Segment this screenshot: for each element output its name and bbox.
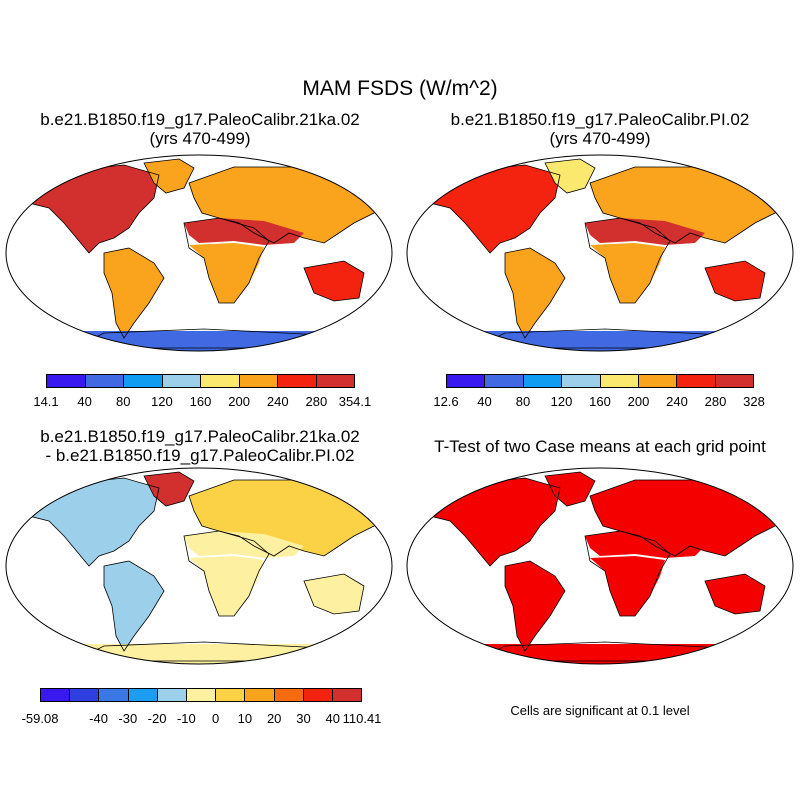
region-antarctica: [405, 331, 795, 353]
panel-1-title-line2: (yrs 470-499): [0, 129, 400, 148]
colorbar-tick-label: 200: [628, 394, 650, 409]
colorbar-swatch: [275, 689, 304, 701]
colorbar-tick-label: 40: [77, 394, 91, 409]
colorbar-tick-label: 80: [516, 394, 530, 409]
colorbar-tick-label: 160: [190, 394, 212, 409]
colorbar-tick-label: -20: [148, 711, 167, 726]
colorbar-swatch: [124, 375, 163, 387]
panel-3-title-line2: - b.e21.B1850.f19_g17.PaleoCalibr.PI.02: [0, 446, 400, 465]
region-antarctica: [4, 644, 394, 666]
colorbar-tick-label: 40: [325, 711, 339, 726]
colorbar-tick-label: 40: [477, 394, 491, 409]
colorbar-tick-label: 120: [551, 394, 573, 409]
colorbar-tick-label: 20: [267, 711, 281, 726]
colorbar-21ka: [46, 374, 355, 388]
colorbar-pi: [446, 374, 754, 388]
colorbar-swatch: [333, 689, 361, 701]
colorbar-swatch: [485, 375, 523, 387]
colorbar-tick-label: 80: [116, 394, 130, 409]
colorbar-swatch: [99, 689, 128, 701]
colorbar-tick-label: -30: [118, 711, 137, 726]
colorbar-swatch: [201, 375, 240, 387]
panel-4-title: T-Test of two Case means at each grid po…: [400, 437, 800, 456]
colorbar-swatch: [716, 375, 753, 387]
map-panel-ttest: [405, 466, 795, 666]
colorbar-swatch: [129, 689, 158, 701]
colorbar-swatch: [677, 375, 715, 387]
colorbar-swatch: [240, 375, 279, 387]
panel-1-title-line1: b.e21.B1850.f19_g17.PaleoCalibr.21ka.02: [0, 110, 400, 129]
colorbar-tick-label: 354.1: [339, 394, 372, 409]
colorbar-tick-label: -59.08: [22, 711, 59, 726]
region-antarctica: [4, 331, 394, 353]
colorbar-tick-label: -40: [89, 711, 108, 726]
panel-3-title-line1: b.e21.B1850.f19_g17.PaleoCalibr.21ka.02: [0, 427, 400, 446]
colorbar-tick-label: 280: [705, 394, 727, 409]
colorbar-tick-label: 120: [151, 394, 173, 409]
significance-note: Cells are significant at 0.1 level: [400, 703, 800, 718]
colorbar-swatch: [86, 375, 125, 387]
colorbar-swatch: [601, 375, 639, 387]
colorbar-swatch: [639, 375, 677, 387]
figure-title: MAM FSDS (W/m^2): [0, 77, 800, 101]
colorbar-swatch: [317, 375, 355, 387]
colorbar-tick-label: 10: [238, 711, 252, 726]
colorbar-difference: [40, 688, 362, 702]
colorbar-tick-label: 0: [212, 711, 219, 726]
colorbar-swatch: [41, 689, 70, 701]
colorbar-tick-label: 328: [743, 394, 765, 409]
map-panel-21ka: [4, 153, 394, 353]
colorbar-swatch: [304, 689, 333, 701]
colorbar-swatch: [47, 375, 86, 387]
colorbar-swatch: [278, 375, 317, 387]
map-panel-difference: [4, 466, 394, 666]
colorbar-tick-label: 240: [666, 394, 688, 409]
map-panel-pi: [405, 153, 795, 353]
colorbar-difference-labels: -59.08 -40 -30 -20 -10 0 10 20 30 40 110.41: [40, 711, 362, 727]
colorbar-swatch: [187, 689, 216, 701]
colorbar-tick-label: 12.6: [433, 394, 458, 409]
colorbar-pi-labels: 12.6 40 80 120 160 200 240 280 328: [446, 394, 754, 410]
colorbar-tick-label: 280: [306, 394, 328, 409]
colorbar-tick-label: 30: [296, 711, 310, 726]
colorbar-21ka-labels: 14.1 40 80 120 160 200 240 280 354.1: [46, 394, 355, 410]
colorbar-swatch: [524, 375, 562, 387]
panel-2-title-line2: (yrs 470-499): [400, 129, 800, 148]
colorbar-swatch: [158, 689, 187, 701]
panel-4-title-line1: T-Test of two Case means at each grid po…: [400, 437, 800, 456]
colorbar-swatch: [70, 689, 99, 701]
colorbar-tick-label: 200: [228, 394, 250, 409]
colorbar-swatch: [245, 689, 274, 701]
colorbar-tick-label: 14.1: [33, 394, 58, 409]
colorbar-tick-label: -10: [177, 711, 196, 726]
panel-3-title: b.e21.B1850.f19_g17.PaleoCalibr.21ka.02 …: [0, 427, 400, 465]
colorbar-tick-label: 240: [267, 394, 289, 409]
colorbar-tick-label: 110.41: [343, 711, 382, 726]
region-antarctica: [405, 644, 795, 666]
colorbar-swatch: [447, 375, 485, 387]
panel-2-title-line1: b.e21.B1850.f19_g17.PaleoCalibr.PI.02: [400, 110, 800, 129]
colorbar-swatch: [163, 375, 202, 387]
colorbar-tick-label: 160: [589, 394, 611, 409]
panel-1-title: b.e21.B1850.f19_g17.PaleoCalibr.21ka.02 …: [0, 110, 400, 148]
panel-2-title: b.e21.B1850.f19_g17.PaleoCalibr.PI.02 (y…: [400, 110, 800, 148]
colorbar-swatch: [216, 689, 245, 701]
colorbar-swatch: [562, 375, 600, 387]
